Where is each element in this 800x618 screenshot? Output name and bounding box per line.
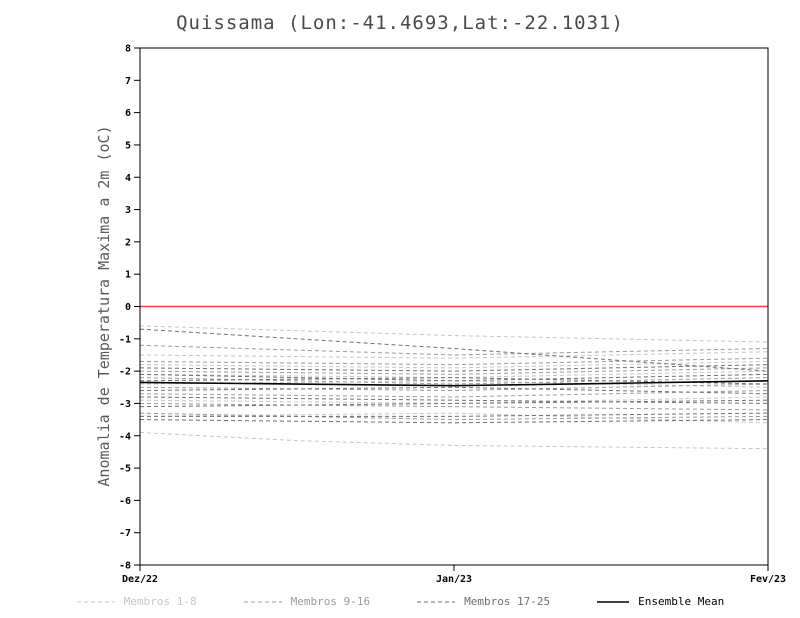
svg-text:-3: -3 [119,399,131,410]
legend-label: Membros 17-25 [464,595,551,608]
legend-item-membros-9-16: Membros 9-16 [243,595,370,608]
legend-label: Membros 9-16 [290,595,371,608]
legend-line-sample [417,601,456,602]
svg-text:-5: -5 [119,464,131,475]
svg-text:1: 1 [125,270,131,281]
svg-text:Dez/22: Dez/22 [122,574,158,585]
legend-item-membros-17-25: Membros 17-25 [416,595,550,608]
svg-text:-4: -4 [119,431,131,442]
svg-text:7: 7 [125,76,131,87]
svg-text:-1: -1 [119,334,131,345]
svg-text:-2: -2 [119,367,131,378]
svg-text:0: 0 [125,302,131,313]
legend-item-ensemble-mean: Ensemble Mean [596,595,724,608]
svg-text:Fev/23: Fev/23 [750,574,786,585]
legend-line-sample [76,601,115,602]
svg-text:8: 8 [125,44,131,55]
legend-line-sample [597,600,630,603]
legend-item-membros-1-8: Membros 1-8 [76,595,197,608]
svg-text:6: 6 [125,108,131,119]
svg-text:5: 5 [125,140,131,151]
svg-text:3: 3 [125,205,131,216]
legend-line-sample [243,601,282,602]
legend: Membros 1-8 Membros 9-16 Membros 17-25 E… [0,595,800,608]
svg-text:-8: -8 [119,561,131,572]
legend-label: Membros 1-8 [123,595,197,608]
svg-text:-7: -7 [119,528,131,539]
svg-text:4: 4 [125,173,131,184]
svg-text:-6: -6 [119,496,131,507]
svg-text:2: 2 [125,237,131,248]
svg-text:Jan/23: Jan/23 [436,574,472,585]
chart-title: Quissama (Lon:-41.4693,Lat:-22.1031) [176,12,624,34]
legend-label: Ensemble Mean [638,595,725,608]
